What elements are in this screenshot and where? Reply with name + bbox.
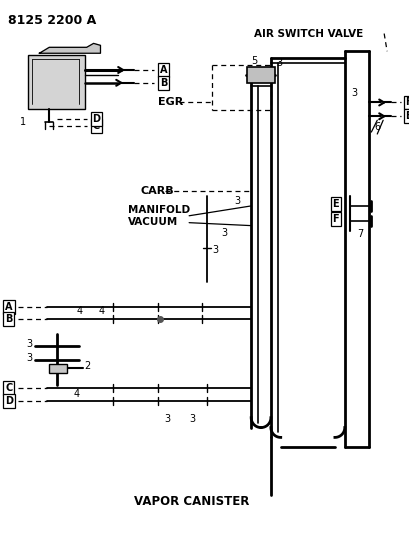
Text: CARB: CARB	[141, 186, 174, 196]
Text: 7: 7	[357, 229, 363, 238]
Text: 4: 4	[76, 306, 83, 316]
Text: A: A	[160, 65, 167, 75]
Text: 3: 3	[276, 58, 282, 68]
Text: F: F	[332, 214, 338, 224]
Text: 5: 5	[251, 56, 257, 66]
Text: 3: 3	[221, 228, 227, 238]
Text: 3: 3	[27, 353, 33, 362]
Text: E: E	[405, 111, 409, 122]
Text: 3: 3	[212, 245, 218, 255]
Text: 8125 2200 A: 8125 2200 A	[8, 14, 96, 27]
Text: 3: 3	[27, 339, 33, 349]
Text: A: A	[5, 302, 13, 312]
Text: 3: 3	[164, 414, 170, 424]
Text: 4: 4	[98, 306, 104, 316]
Text: B: B	[160, 78, 167, 88]
Text: F: F	[405, 98, 409, 108]
Text: C: C	[93, 121, 100, 131]
Text: C: C	[5, 383, 12, 393]
Text: 4: 4	[74, 389, 80, 399]
Text: B: B	[5, 314, 13, 324]
Text: MANIFOLD
VACUUM: MANIFOLD VACUUM	[128, 205, 190, 227]
Text: 3: 3	[234, 196, 240, 206]
Text: E: E	[332, 199, 338, 209]
Text: D: D	[92, 114, 100, 124]
Text: AIR SWITCH VALVE: AIR SWITCH VALVE	[254, 29, 362, 38]
Polygon shape	[39, 43, 100, 53]
Bar	[247, 67, 274, 83]
Bar	[27, 55, 85, 109]
Text: 3: 3	[189, 414, 195, 424]
Text: EGR: EGR	[157, 98, 182, 108]
Bar	[49, 364, 67, 374]
Text: D: D	[5, 396, 13, 406]
Text: 2: 2	[85, 361, 91, 372]
Text: 3: 3	[351, 87, 357, 98]
Text: 6: 6	[373, 122, 380, 132]
Text: VAPOR CANISTER: VAPOR CANISTER	[134, 495, 249, 508]
Text: 1: 1	[20, 117, 26, 127]
